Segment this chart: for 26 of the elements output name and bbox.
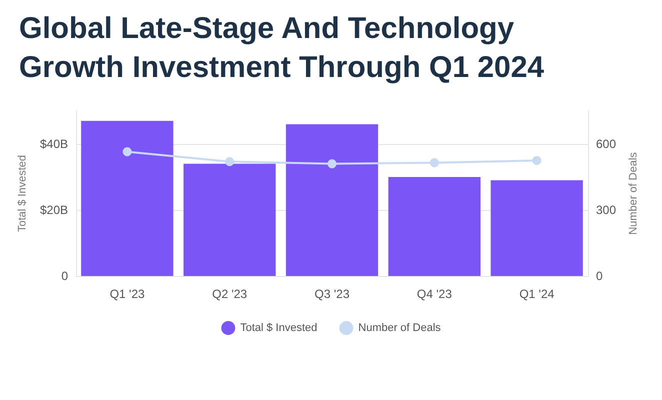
y2-tick-label: 300	[596, 203, 616, 217]
point	[532, 156, 542, 165]
legend-label: Number of Deals	[358, 322, 442, 334]
y-tick-label: 0	[61, 269, 68, 283]
y-tick-label: $20B	[40, 203, 68, 217]
y2-axis-title: Number of Deals	[628, 152, 640, 235]
y2-tick-label: 0	[596, 269, 603, 283]
point	[122, 147, 132, 156]
y2-tick-label: 600	[596, 137, 616, 151]
x-tick-label: Q2 '23	[212, 287, 248, 301]
bar	[490, 180, 583, 276]
x-tick-label: Q3 '23	[314, 287, 350, 301]
legend-label: Total $ Invested	[240, 322, 318, 334]
x-tick-label: Q1 '24	[519, 287, 555, 301]
y-axis-title: Total $ Invested	[16, 154, 28, 232]
x-tick-label: Q4 '23	[416, 287, 452, 301]
point	[328, 159, 336, 168]
bar	[184, 164, 276, 276]
bar	[286, 124, 378, 276]
y-tick-label: $40B	[40, 137, 68, 151]
x-tick-label: Q1 '23	[110, 287, 146, 301]
point	[430, 158, 439, 168]
bar	[388, 177, 480, 276]
chart-title: Global Late-Stage And Technology Growth Investment Through Q1 2024	[19, 12, 544, 84]
bar	[81, 120, 174, 276]
point	[225, 157, 234, 166]
